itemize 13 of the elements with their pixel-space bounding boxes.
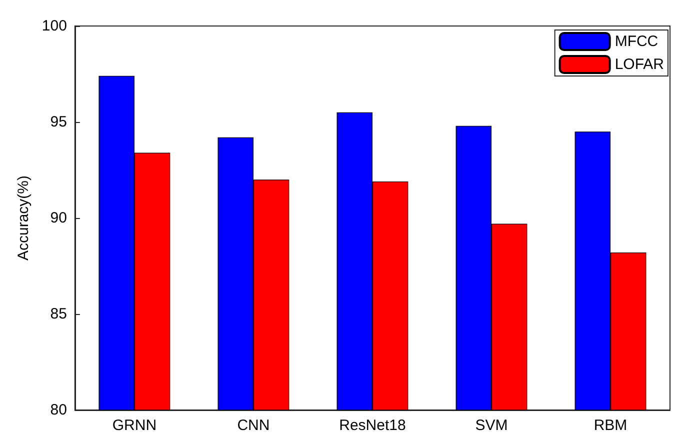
y-tick-label: 95 <box>50 114 67 130</box>
x-tick-label: GRNN <box>112 417 157 434</box>
x-tick-label: CNN <box>237 417 270 434</box>
y-tick-label: 80 <box>50 402 67 418</box>
y-tick-label: 90 <box>50 210 67 226</box>
legend-label: LOFAR <box>614 56 664 73</box>
y-axis-title: Accuracy(%) <box>15 175 32 261</box>
y-tick-label: 85 <box>50 306 67 322</box>
x-tick-label: SVM <box>475 417 508 434</box>
y-tick-label: 100 <box>42 18 67 34</box>
x-tick-label: RBM <box>594 417 628 434</box>
x-tick-label: ResNet18 <box>339 417 406 434</box>
legend-label: MFCC <box>614 33 658 50</box>
